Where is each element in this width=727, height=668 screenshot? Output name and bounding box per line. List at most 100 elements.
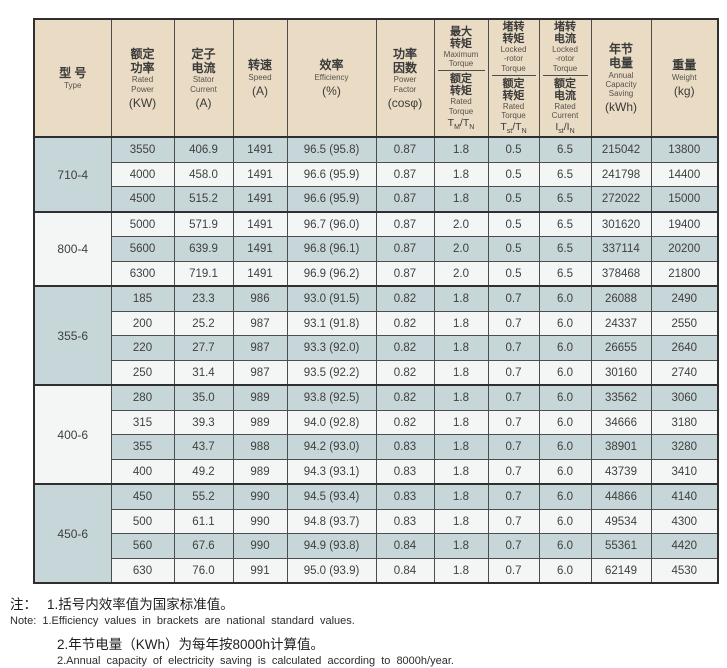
table-row: 355-6 185 23.3 986 93.0 (91.5) 0.82 1.8 0.7 6.0 2… (33, 285, 719, 386)
cell-rated-power: 280 (110, 384, 175, 411)
col-header-stator-current: 定子 电流 Stator Current (A) (173, 18, 234, 139)
cell-efficiency: 94.9 (93.8) (286, 533, 377, 559)
cell-efficiency: 96.6 (95.9) (286, 161, 377, 188)
cell-locked-rotor-current: 6.5 (538, 136, 592, 163)
cell-rated-power: 185 (110, 285, 175, 312)
cell-max-torque: 1.8 (433, 409, 489, 436)
cell-locked-rotor-torque: 0.7 (487, 409, 540, 436)
note-item1-zh: 1.括号内效率值为国家标准值。 (47, 597, 234, 613)
table-row: 500 61.1 990 94.8 (93.7) 0.83 1.8 0.7 6.0 49534 4… (34, 508, 719, 535)
cell-locked-rotor-torque: 0.7 (487, 359, 540, 386)
cell-stator-current: 571.9 (173, 210, 234, 238)
cell-stator-current: 458.0 (173, 161, 234, 188)
cell-locked-rotor-current: 6.0 (538, 310, 592, 337)
cell-locked-rotor-torque: 0.7 (487, 533, 540, 559)
cell-weight: 3060 (650, 384, 719, 411)
cell-power-factor: 0.87 (375, 210, 435, 238)
cell-locked-rotor-current: 6.0 (538, 409, 592, 436)
cell-speed: 1491 (232, 161, 288, 188)
cell-max-torque: 1.8 (433, 434, 489, 460)
note-line-2-zh: 2.年节电量（KWh）为每年按8000h计算值。 (57, 637, 325, 653)
cell-locked-rotor-torque: 0.5 (487, 260, 540, 287)
col-header-locked-rotor-current: 堵转 电流 Locked -rotor Torque 额定 电流 Rated Current Is… (538, 18, 592, 139)
cell-stator-current: 31.4 (173, 359, 234, 386)
cell-weight: 2490 (650, 285, 719, 312)
cell-max-torque: 1.8 (433, 483, 489, 510)
table-row: 355 43.7 988 94.2 (93.0) 0.83 1.8 0.7 6.0 38901 3… (34, 434, 719, 460)
cell-power-factor: 0.87 (375, 161, 435, 188)
note-line-1-en: Note: 1.Efficiency values in brackets ar… (10, 615, 727, 629)
cell-annual-saving: 34666 (590, 409, 652, 436)
cell-locked-rotor-current: 6.5 (538, 236, 592, 262)
cell-max-torque: 1.8 (433, 458, 489, 485)
cell-annual-saving: 337114 (590, 236, 652, 262)
cell-stator-current: 27.7 (173, 335, 234, 361)
cell-max-torque: 1.8 (433, 285, 489, 312)
table-row: 400-6 280 35.0 989 93.8 (92.5) 0.82 1.8 0.7 6.0 3… (33, 384, 719, 485)
cell-rated-power: 500 (110, 508, 175, 535)
cell-weight: 4300 (650, 508, 719, 535)
cell-locked-rotor-current: 6.5 (538, 260, 592, 287)
col-header-annual-saving: 年节 电量 Annual Capacity Saving (kWh) (590, 18, 652, 139)
table-row: 5600 639.9 1491 96.8 (96.1) 0.87 2.0 0.5 6.5 337… (34, 236, 719, 262)
note-line-1-zh: 注： 1.括号内效率值为国家标准值。 (10, 597, 727, 614)
cell-locked-rotor-torque: 0.7 (487, 483, 540, 510)
cell-efficiency: 95.0 (93.9) (286, 557, 377, 584)
cell-speed: 1491 (232, 260, 288, 287)
cell-weight: 2550 (650, 310, 719, 337)
cell-stator-current: 719.1 (173, 260, 234, 287)
cell-rated-power: 560 (110, 533, 175, 559)
cell-locked-rotor-current: 6.0 (538, 533, 592, 559)
cell-locked-rotor-current: 6.5 (538, 186, 592, 213)
col-header-efficiency: 效率 Efficiency (%) (286, 18, 377, 139)
cell-efficiency: 93.0 (91.5) (286, 285, 377, 312)
cell-speed: 987 (232, 359, 288, 386)
cell-power-factor: 0.82 (375, 310, 435, 337)
cell-locked-rotor-current: 6.0 (538, 557, 592, 584)
cell-rated-power: 250 (110, 359, 175, 386)
cell-max-torque: 1.8 (433, 161, 489, 188)
unit-label: (%) (322, 83, 341, 98)
cell-locked-rotor-torque: 0.7 (487, 458, 540, 485)
cell-annual-saving: 44866 (590, 483, 652, 510)
unit-label: (KW) (128, 95, 157, 110)
table-row: 4500 515.2 1491 96.6 (95.9) 0.87 1.8 0.5 6.5 272… (34, 186, 719, 213)
cell-locked-rotor-torque: 0.7 (487, 384, 540, 411)
table-row: 6300 719.1 1491 96.9 (96.2) 0.87 2.0 0.5 6.5 378… (34, 260, 719, 287)
cell-annual-saving: 30160 (590, 359, 652, 386)
cell-speed: 989 (232, 409, 288, 436)
cell-locked-rotor-torque: 0.5 (487, 161, 540, 188)
col-header-max-torque: 最大 转矩 Maximum Torque 额定 转矩 Rated Torque TM/TN (433, 18, 489, 139)
cell-locked-rotor-current: 6.5 (538, 210, 592, 238)
cell-rated-power: 3550 (110, 136, 175, 163)
table-row: 400 49.2 989 94.3 (93.1) 0.83 1.8 0.7 6.0 43739 3… (34, 458, 719, 485)
cell-locked-rotor-current: 6.0 (538, 458, 592, 485)
cell-efficiency: 96.5 (95.8) (286, 136, 377, 163)
cell-max-torque: 1.8 (433, 136, 489, 163)
cell-max-torque: 1.8 (433, 335, 489, 361)
cell-max-torque: 1.8 (433, 384, 489, 411)
cell-annual-saving: 55361 (590, 533, 652, 559)
table-row: 315 39.3 989 94.0 (92.8) 0.82 1.8 0.7 6.0 34666 3… (34, 409, 719, 436)
cell-stator-current: 639.9 (173, 236, 234, 262)
cell-power-factor: 0.83 (375, 434, 435, 460)
cell-power-factor: 0.84 (375, 533, 435, 559)
cell-efficiency: 96.9 (96.2) (286, 260, 377, 287)
cell-stator-current: 23.3 (173, 285, 234, 312)
cell-stator-current: 76.0 (173, 557, 234, 584)
cell-speed: 991 (232, 557, 288, 584)
cell-weight: 14400 (650, 161, 719, 188)
type-cell: 400-6 (33, 384, 112, 485)
cell-locked-rotor-current: 6.0 (538, 483, 592, 510)
cell-rated-power: 5600 (110, 236, 175, 262)
cell-rated-power: 200 (110, 310, 175, 337)
cell-locked-rotor-torque: 0.5 (487, 186, 540, 213)
cell-max-torque: 1.8 (433, 359, 489, 386)
cell-max-torque: 1.8 (433, 508, 489, 535)
cell-speed: 1491 (232, 136, 288, 163)
cell-locked-rotor-current: 6.0 (538, 508, 592, 535)
cell-annual-saving: 301620 (590, 210, 652, 238)
cell-weight: 4140 (650, 483, 719, 510)
cell-speed: 990 (232, 533, 288, 559)
cell-max-torque: 1.8 (433, 533, 489, 559)
